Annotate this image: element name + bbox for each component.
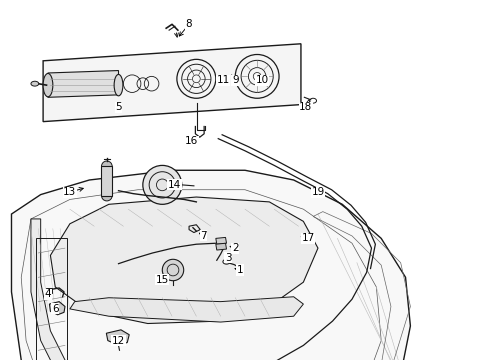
Text: 11: 11 [217, 75, 230, 85]
Ellipse shape [223, 259, 230, 264]
Text: 7: 7 [200, 231, 207, 241]
Polygon shape [31, 219, 109, 360]
Polygon shape [43, 44, 301, 122]
Polygon shape [49, 302, 65, 315]
Text: 17: 17 [302, 233, 315, 243]
Text: 10: 10 [255, 75, 269, 85]
Ellipse shape [114, 75, 123, 96]
Text: 2: 2 [232, 243, 239, 253]
Circle shape [143, 165, 182, 204]
Text: 13: 13 [63, 187, 76, 197]
Text: 15: 15 [156, 275, 169, 285]
Text: 16: 16 [185, 136, 198, 146]
Polygon shape [216, 243, 226, 250]
Bar [36, 238, 68, 360]
Circle shape [101, 190, 112, 201]
Text: 3: 3 [224, 253, 231, 263]
Circle shape [101, 161, 112, 172]
Polygon shape [11, 170, 411, 360]
Text: 6: 6 [52, 304, 59, 314]
Text: 8: 8 [186, 19, 193, 29]
Text: 5: 5 [115, 102, 122, 112]
Text: 18: 18 [299, 102, 313, 112]
Polygon shape [106, 330, 129, 345]
Text: 9: 9 [232, 75, 239, 85]
Polygon shape [50, 197, 318, 324]
Text: 14: 14 [168, 180, 181, 190]
Bar [101, 166, 112, 195]
Polygon shape [216, 237, 226, 244]
Text: 4: 4 [45, 289, 51, 299]
Bar [46, 288, 52, 293]
Text: 12: 12 [112, 336, 125, 346]
Circle shape [162, 259, 184, 281]
Ellipse shape [43, 73, 53, 97]
Ellipse shape [31, 81, 39, 86]
Polygon shape [48, 71, 119, 97]
Polygon shape [70, 297, 303, 322]
Text: 1: 1 [237, 265, 244, 275]
Text: 19: 19 [311, 187, 324, 197]
